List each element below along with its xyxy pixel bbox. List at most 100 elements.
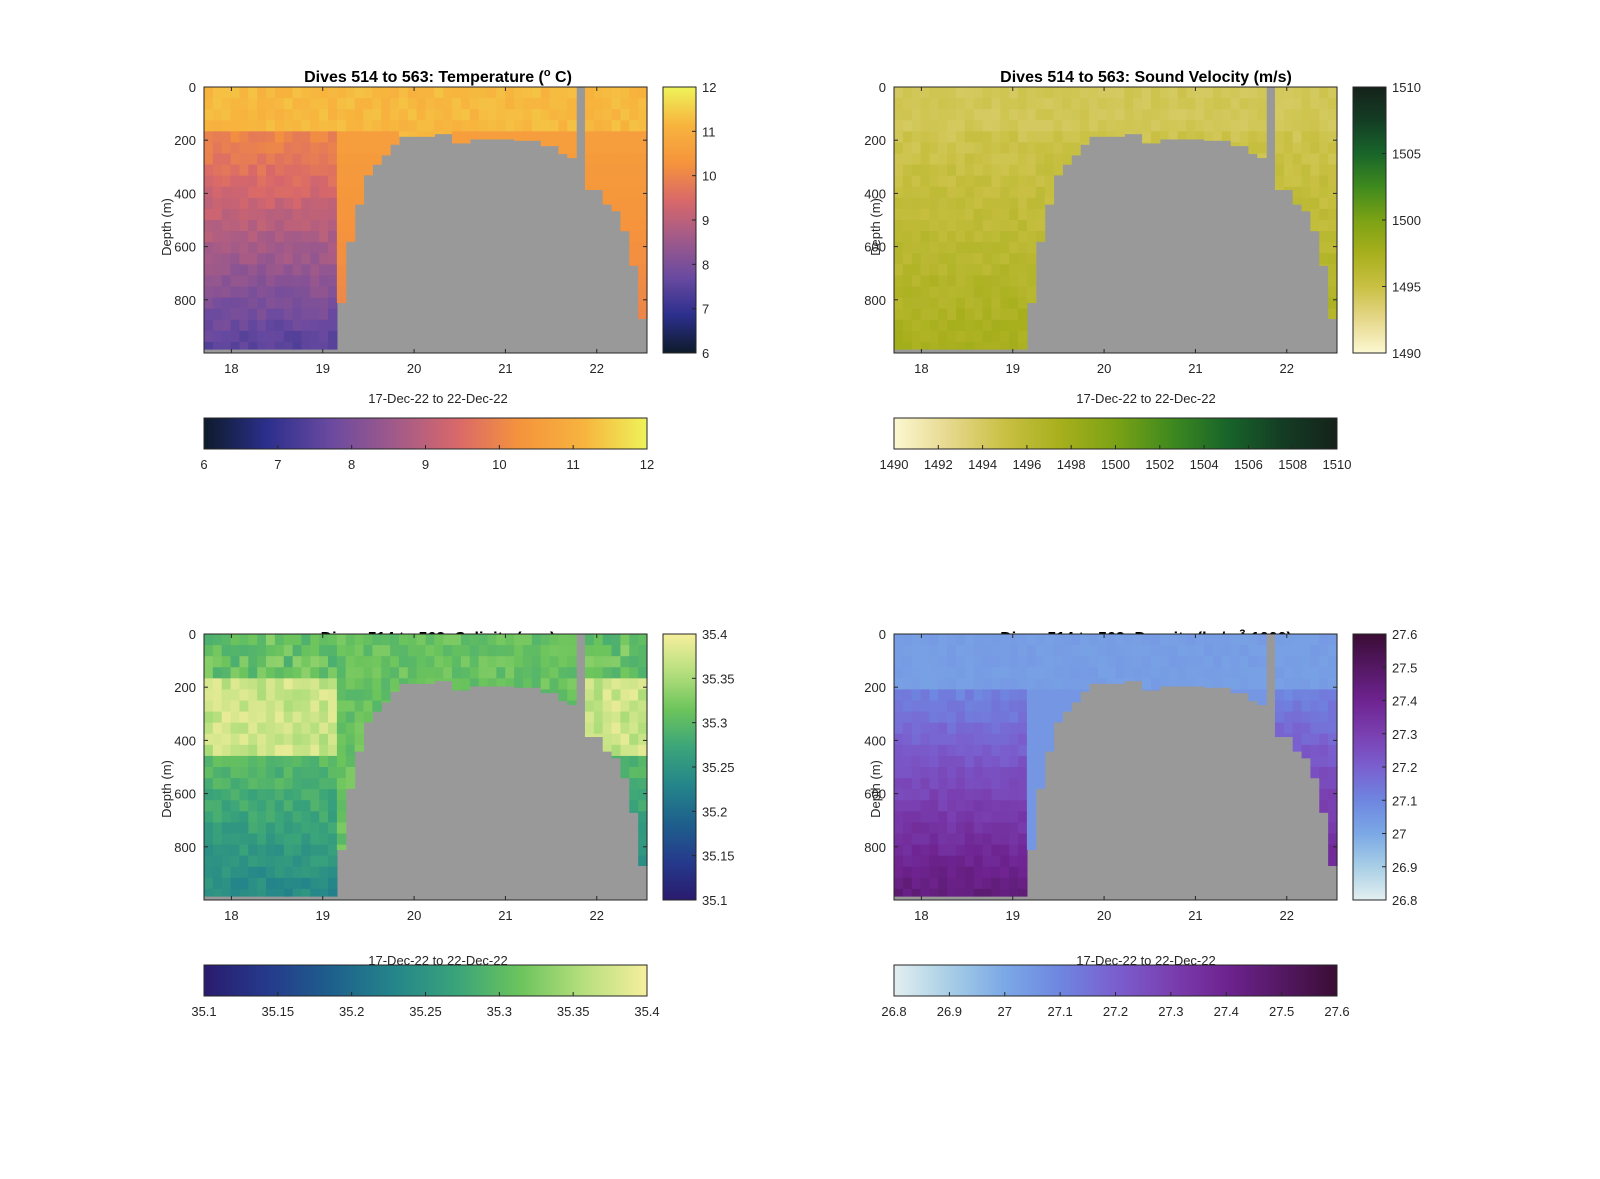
- heatmap-cell: [301, 645, 311, 657]
- heatmap-cell: [319, 811, 329, 824]
- heatmap-cell: [310, 164, 320, 177]
- heatmap-cell: [230, 220, 241, 232]
- heatmap-cell: [531, 634, 542, 646]
- heatmap-cell: [212, 755, 223, 768]
- heatmap-cell: [257, 877, 267, 890]
- heatmap-cell: [602, 142, 613, 155]
- colorbar-tick-label: 35.3: [487, 1004, 512, 1019]
- heatmap-cell: [1018, 308, 1028, 321]
- heatmap-cell: [549, 634, 559, 646]
- colorbar-tick-label: 35.1: [702, 893, 727, 908]
- heatmap-cell: [947, 153, 957, 166]
- heatmap-cell: [248, 667, 258, 679]
- heatmap-cell: [964, 789, 975, 801]
- heatmap-cell: [1000, 242, 1010, 254]
- heatmap-cell: [1124, 678, 1134, 682]
- colorbar-tick-label: 27.1: [1392, 793, 1417, 808]
- heatmap-cell: [549, 120, 559, 132]
- heatmap-cell: [584, 634, 595, 646]
- heatmap-cell: [452, 131, 462, 144]
- heatmap-cell: [310, 175, 320, 188]
- heatmap-cell: [239, 120, 249, 132]
- heatmap-cell: [584, 711, 595, 724]
- heatmap-cell: [947, 634, 957, 646]
- y-tick-label: 0: [879, 80, 886, 95]
- heatmap-cell: [1133, 656, 1143, 668]
- heatmap-cell: [522, 87, 533, 99]
- heatmap-cell: [336, 767, 347, 779]
- heatmap-cell: [549, 667, 559, 679]
- heatmap-cell: [973, 164, 984, 177]
- heatmap-cell: [390, 98, 400, 110]
- heatmap-cell: [319, 286, 329, 299]
- heatmap-cell: [1328, 811, 1338, 824]
- heatmap-cell: [221, 844, 232, 857]
- heatmap-cell: [266, 678, 276, 691]
- heatmap-cell: [1097, 634, 1108, 646]
- heatmap-cell: [1150, 634, 1161, 646]
- heatmap-cell: [1044, 689, 1055, 702]
- heatmap-cell: [292, 120, 303, 132]
- heatmap-cell: [1301, 733, 1312, 746]
- heatmap-cell: [1080, 667, 1090, 679]
- heatmap-cell: [1319, 120, 1329, 132]
- heatmap-cell: [274, 645, 285, 657]
- heatmap-cell: [964, 153, 975, 166]
- heatmap-cell: [292, 733, 303, 746]
- heatmap-cell: [248, 341, 258, 350]
- x-tick-label: 19: [1006, 908, 1020, 923]
- heatmap-cell: [425, 120, 435, 132]
- heatmap-cell: [319, 722, 329, 735]
- heatmap-cell: [982, 131, 993, 144]
- heatmap-cell: [938, 142, 948, 155]
- heatmap-cell: [407, 634, 418, 646]
- heatmap-cell: [292, 308, 303, 321]
- heatmap-cell: [1274, 689, 1285, 702]
- heatmap-cell: [292, 634, 303, 646]
- heatmap-cell: [336, 242, 347, 254]
- heatmap-cell: [929, 208, 939, 221]
- heatmap-cell: [257, 800, 267, 812]
- heatmap-cell: [1000, 341, 1010, 350]
- heatmap-cell: [947, 164, 957, 177]
- heatmap-cell: [964, 109, 975, 121]
- colorbar-tick-label: 1504: [1190, 457, 1219, 472]
- heatmap-cell: [301, 308, 311, 321]
- heatmap-cell: [911, 275, 922, 288]
- heatmap-cell: [964, 656, 975, 668]
- heatmap-cell: [938, 767, 948, 779]
- heatmap-cell: [1009, 98, 1019, 110]
- heatmap-cell: [911, 164, 922, 177]
- heatmap-cell: [620, 634, 630, 646]
- heatmap-cell: [283, 800, 294, 812]
- heatmap-cell: [221, 231, 232, 243]
- heatmap-cell: [1221, 678, 1232, 688]
- heatmap-cell: [274, 297, 285, 310]
- heatmap-cell: [248, 242, 258, 254]
- heatmap-cell: [257, 667, 267, 679]
- heatmap-cell: [638, 722, 648, 735]
- heatmap-cell: [212, 700, 223, 713]
- heatmap-cell: [257, 98, 267, 110]
- heatmap-cell: [947, 755, 957, 768]
- heatmap-cell: [1301, 755, 1312, 759]
- heatmap-cell: [230, 722, 241, 735]
- heatmap-cell: [1000, 833, 1010, 846]
- heatmap-cell: [292, 253, 303, 265]
- heatmap-cell: [991, 186, 1001, 199]
- heatmap-cell: [221, 877, 232, 890]
- heatmap-cell: [496, 656, 506, 668]
- heatmap-cell: [1274, 120, 1285, 132]
- heatmap-cell: [239, 678, 249, 691]
- y-tick-label: 800: [864, 293, 886, 308]
- heatmap-cell: [1115, 109, 1125, 121]
- heatmap-cell: [204, 855, 214, 868]
- heatmap-cell: [920, 733, 931, 746]
- heatmap-cell: [638, 275, 648, 288]
- heatmap-cell: [328, 678, 338, 691]
- heatmap-cell: [248, 811, 258, 824]
- heatmap-cell: [514, 678, 524, 688]
- heatmap-cell: [982, 264, 993, 277]
- heatmap-cell: [1301, 645, 1312, 657]
- heatmap-cell: [894, 689, 904, 702]
